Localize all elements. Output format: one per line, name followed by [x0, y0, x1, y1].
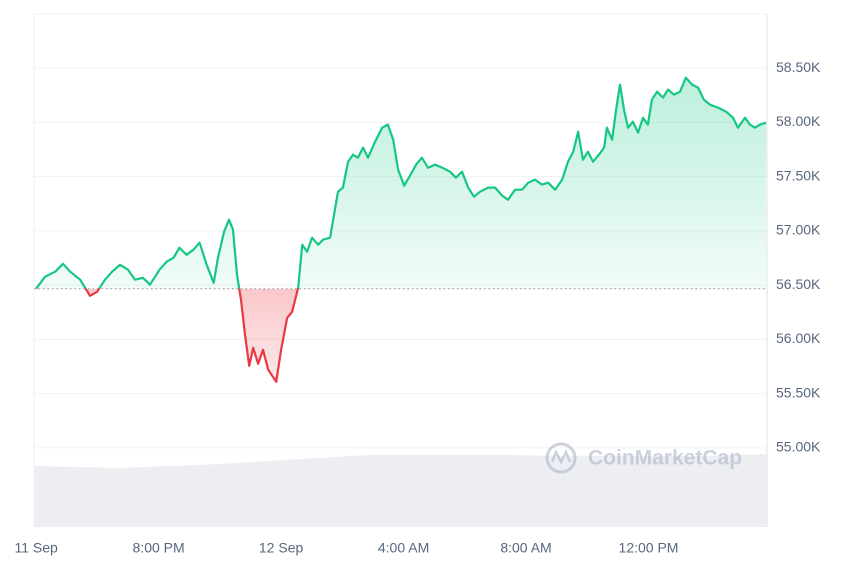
- x-tick-label: 4:00 AM: [378, 540, 429, 556]
- y-tick-label: 55.50K: [776, 384, 821, 400]
- area: [36, 77, 767, 382]
- y-tick-label: 56.50K: [776, 276, 821, 292]
- x-tick-label: 8:00 PM: [133, 540, 185, 556]
- watermark-logo: [545, 442, 577, 474]
- volume-area: [34, 454, 767, 527]
- y-tick-label: 57.50K: [776, 167, 821, 183]
- y-tick-label: 56.00K: [776, 330, 821, 346]
- x-tick-label: 8:00 AM: [500, 540, 551, 556]
- y-tick-label: 55.00K: [776, 439, 821, 455]
- price-line: [35, 76, 767, 383]
- x-tick-label: 12:00 PM: [619, 540, 679, 556]
- plot: [34, 76, 767, 383]
- y-tick-label: 58.00K: [776, 113, 821, 129]
- y-tick-label: 58.50K: [776, 59, 821, 75]
- y-tick-label: 57.00K: [776, 222, 821, 238]
- x-tick-label: 11 Sep: [14, 540, 58, 556]
- watermark-text: CoinMarketCap: [588, 447, 742, 470]
- watermark: CoinMarketCap: [545, 442, 742, 474]
- watermark-logo-mark: [550, 448, 572, 465]
- x-tick-label: 12 Sep: [259, 540, 304, 556]
